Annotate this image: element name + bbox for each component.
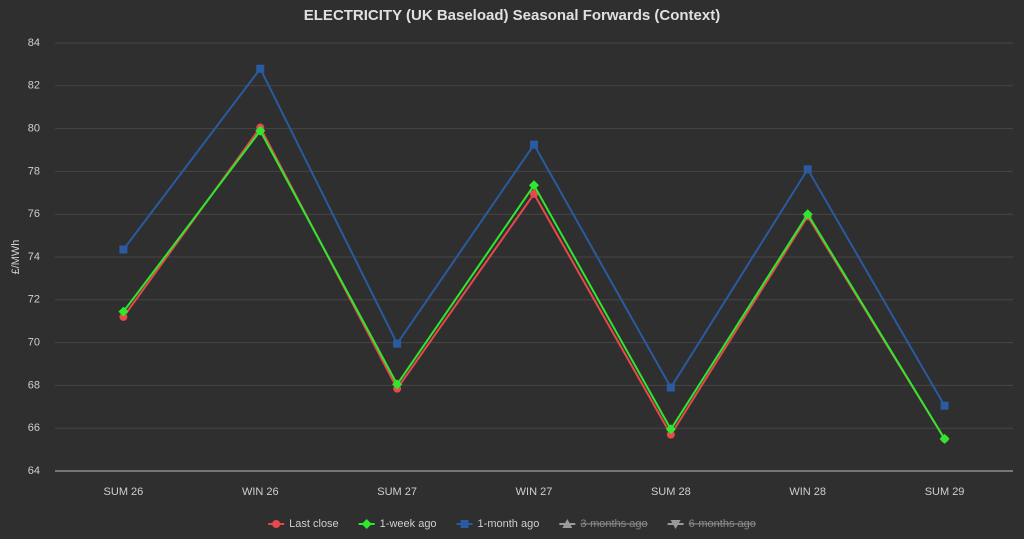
- marker: [939, 433, 950, 444]
- marker: [670, 520, 681, 529]
- marker: [272, 520, 281, 528]
- marker: [255, 125, 266, 136]
- x-tick-label: SUM 28: [651, 486, 691, 498]
- marker: [530, 189, 538, 198]
- y-tick-label: 78: [28, 165, 40, 177]
- marker: [529, 180, 539, 191]
- legend: Last close 1-week ago 1-month ago 3-months …: [268, 518, 756, 530]
- marker: [256, 64, 265, 73]
- marker: [392, 379, 403, 390]
- y-tick-label: 82: [28, 80, 40, 92]
- legend-item[interactable]: Last close: [268, 518, 339, 530]
- x-tick-label: SUM 26: [104, 486, 144, 498]
- x-tick-label: WIN 27: [516, 486, 553, 498]
- marker: [119, 245, 128, 254]
- marker: [666, 430, 675, 439]
- legend-item[interactable]: 1-month ago: [456, 518, 540, 530]
- y-tick-label: 80: [28, 123, 40, 135]
- marker: [530, 140, 538, 149]
- marker: [666, 383, 675, 392]
- y-tick-label: 84: [28, 37, 40, 49]
- marker: [665, 424, 676, 435]
- x-tick-label: SUM 27: [377, 486, 417, 498]
- chart-title: ELECTRICITY (UK Baseload) Seasonal Forwa…: [304, 7, 720, 24]
- y-tick-label: 70: [28, 337, 40, 349]
- legend-item[interactable]: 6-months ago: [667, 518, 756, 530]
- x-tick-label: WIN 28: [789, 486, 826, 498]
- marker: [119, 312, 128, 321]
- legend-label: 3-months ago: [580, 518, 647, 530]
- y-tick-label: 72: [28, 294, 40, 306]
- marker: [562, 519, 573, 528]
- y-axis-label: £/MWh: [10, 240, 22, 275]
- x-tick-label: SUM 29: [925, 486, 965, 498]
- legend-label: 1-month ago: [478, 518, 540, 530]
- y-tick-label: 64: [28, 465, 40, 477]
- y-tick-label: 76: [28, 208, 40, 220]
- y-tick-label: 68: [28, 379, 40, 391]
- legend-label: Last close: [289, 518, 339, 530]
- marker: [802, 209, 813, 220]
- marker: [118, 306, 129, 317]
- y-tick-label: 74: [28, 251, 40, 263]
- x-tick-label: WIN 26: [242, 486, 279, 498]
- y-tick-label: 66: [28, 422, 40, 434]
- marker: [393, 339, 402, 348]
- marker: [803, 165, 812, 174]
- marker: [361, 519, 372, 529]
- legend-label: 1-week ago: [380, 518, 437, 530]
- legend-item[interactable]: 1-week ago: [358, 518, 437, 530]
- marker: [940, 401, 949, 410]
- legend-label: 6-months ago: [689, 518, 756, 530]
- marker: [460, 520, 469, 528]
- legend-item[interactable]: 3-months ago: [559, 518, 648, 530]
